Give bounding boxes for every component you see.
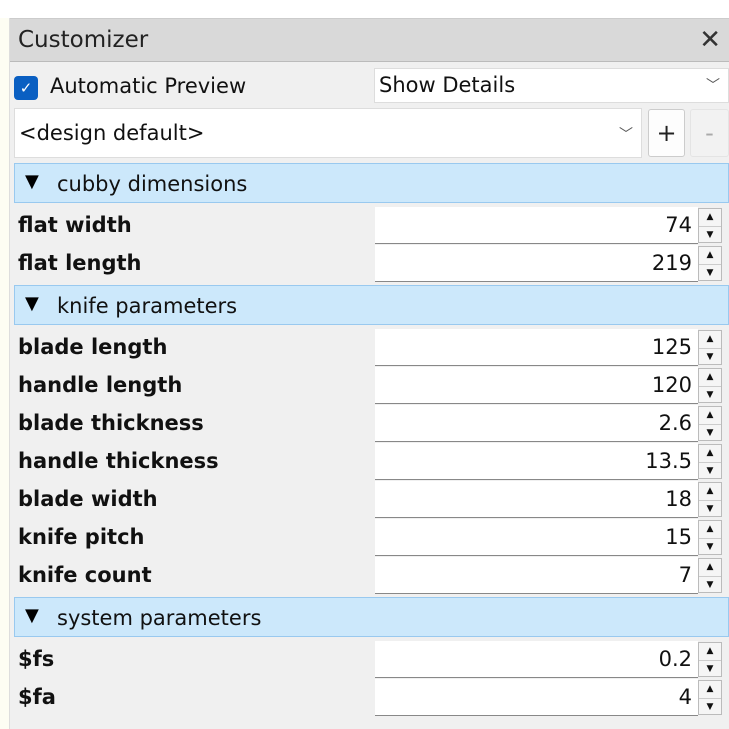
details-select[interactable]: Show Details ﹀ [374, 68, 729, 103]
parameter-label: blade width [18, 487, 158, 511]
parameter-label: handle length [18, 373, 183, 397]
spinbox: ▲ ▼ [698, 482, 722, 517]
parameter-input[interactable]: 4 [375, 679, 698, 716]
spinbox: ▲ ▼ [698, 558, 722, 593]
close-icon[interactable]: ✕ [699, 25, 721, 55]
parameter-row: blade width 18 ▲ ▼ [10, 481, 729, 519]
decrement-icon[interactable]: ▼ [699, 698, 721, 715]
parameter-label: knife count [18, 563, 152, 587]
parameter-row: handle length 120 ▲ ▼ [10, 367, 729, 405]
remove-preset-button[interactable]: - [690, 109, 729, 157]
parameter-row: knife pitch 15 ▲ ▼ [10, 519, 729, 557]
group-label: knife parameters [57, 294, 238, 318]
parameter-input[interactable]: 120 [375, 367, 698, 404]
parameter-label: blade thickness [18, 411, 204, 435]
parameter-input[interactable]: 7 [375, 557, 698, 594]
group-header[interactable]: ▼ cubby dimensions [14, 163, 729, 203]
collapse-triangle-icon: ▼ [25, 171, 39, 192]
parameter-label: flat width [18, 213, 132, 237]
group-header[interactable]: ▼ system parameters [14, 597, 729, 637]
increment-icon[interactable]: ▲ [706, 410, 714, 420]
decrement-icon[interactable]: ▼ [699, 576, 721, 593]
automatic-preview-label: Automatic Preview [50, 74, 247, 98]
parameter-label: $fs [18, 647, 55, 671]
increment-icon[interactable]: ▲ [706, 250, 714, 260]
parameter-label: blade length [18, 335, 168, 359]
spinbox: ▲ ▼ [698, 246, 722, 281]
spinbox: ▲ ▼ [698, 368, 722, 403]
parameter-input[interactable]: 0.2 [375, 641, 698, 678]
increment-icon[interactable]: ▲ [706, 646, 714, 656]
parameter-label: knife pitch [18, 525, 145, 549]
increment-icon[interactable]: ▲ [706, 212, 714, 222]
parameter-row: flat width 74 ▲ ▼ [10, 207, 729, 245]
parameter-row: $fs 0.2 ▲ ▼ [10, 641, 729, 679]
increment-icon[interactable]: ▲ [706, 684, 714, 694]
parameter-input[interactable]: 13.5 [375, 443, 698, 480]
increment-icon[interactable]: ▲ [706, 486, 714, 496]
spinbox: ▲ ▼ [698, 406, 722, 441]
collapse-triangle-icon: ▼ [25, 293, 39, 314]
parameter-label: $fa [18, 685, 56, 709]
increment-icon[interactable]: ▲ [706, 524, 714, 534]
panel-title: Customizer [18, 27, 149, 53]
decrement-icon[interactable]: ▼ [699, 226, 721, 243]
parameter-row: flat length 219 ▲ ▼ [10, 245, 729, 283]
preset-select-value: <design default> [19, 121, 205, 145]
increment-icon[interactable]: ▲ [706, 562, 714, 572]
increment-icon[interactable]: ▲ [706, 372, 714, 382]
parameter-input[interactable]: 15 [375, 519, 698, 556]
spinbox: ▲ ▼ [698, 642, 722, 677]
spinbox: ▲ ▼ [698, 520, 722, 555]
details-select-value: Show Details [379, 73, 516, 97]
parameter-row: $fa 4 ▲ ▼ [10, 679, 729, 717]
decrement-icon[interactable]: ▼ [699, 660, 721, 677]
spinbox: ▲ ▼ [698, 208, 722, 243]
spinbox: ▲ ▼ [698, 444, 722, 479]
parameter-input[interactable]: 219 [375, 245, 698, 282]
group-label: cubby dimensions [57, 172, 248, 196]
chevron-down-icon: ﹀ [706, 78, 720, 94]
spinbox: ▲ ▼ [698, 680, 722, 715]
title-bar: Customizer ✕ [10, 18, 729, 62]
parameter-input[interactable]: 125 [375, 329, 698, 366]
decrement-icon[interactable]: ▼ [699, 264, 721, 281]
parameter-label: handle thickness [18, 449, 219, 473]
decrement-icon[interactable]: ▼ [699, 424, 721, 441]
parameter-row: knife count 7 ▲ ▼ [10, 557, 729, 595]
add-preset-button[interactable]: + [648, 109, 685, 157]
automatic-preview-checkbox[interactable]: ✓ [14, 76, 38, 100]
group-header[interactable]: ▼ knife parameters [14, 285, 729, 325]
parameter-input[interactable]: 2.6 [375, 405, 698, 442]
spinbox: ▲ ▼ [698, 330, 722, 365]
decrement-icon[interactable]: ▼ [699, 348, 721, 365]
parameter-input[interactable]: 74 [375, 207, 698, 244]
decrement-icon[interactable]: ▼ [699, 500, 721, 517]
collapse-triangle-icon: ▼ [25, 605, 39, 626]
chevron-down-icon: ﹀ [619, 127, 633, 143]
parameter-row: blade length 125 ▲ ▼ [10, 329, 729, 367]
parameter-label: flat length [18, 251, 142, 275]
preset-select[interactable]: <design default> ﹀ [14, 108, 642, 158]
group-label: system parameters [57, 606, 262, 630]
increment-icon[interactable]: ▲ [706, 334, 714, 344]
decrement-icon[interactable]: ▼ [699, 386, 721, 403]
increment-icon[interactable]: ▲ [706, 448, 714, 458]
parameter-row: handle thickness 13.5 ▲ ▼ [10, 443, 729, 481]
left-edge [0, 18, 10, 729]
customizer-panel: Customizer ✕ ✓ Automatic Preview Show De… [10, 18, 729, 729]
parameter-input[interactable]: 18 [375, 481, 698, 518]
decrement-icon[interactable]: ▼ [699, 462, 721, 479]
decrement-icon[interactable]: ▼ [699, 538, 721, 555]
parameter-row: blade thickness 2.6 ▲ ▼ [10, 405, 729, 443]
